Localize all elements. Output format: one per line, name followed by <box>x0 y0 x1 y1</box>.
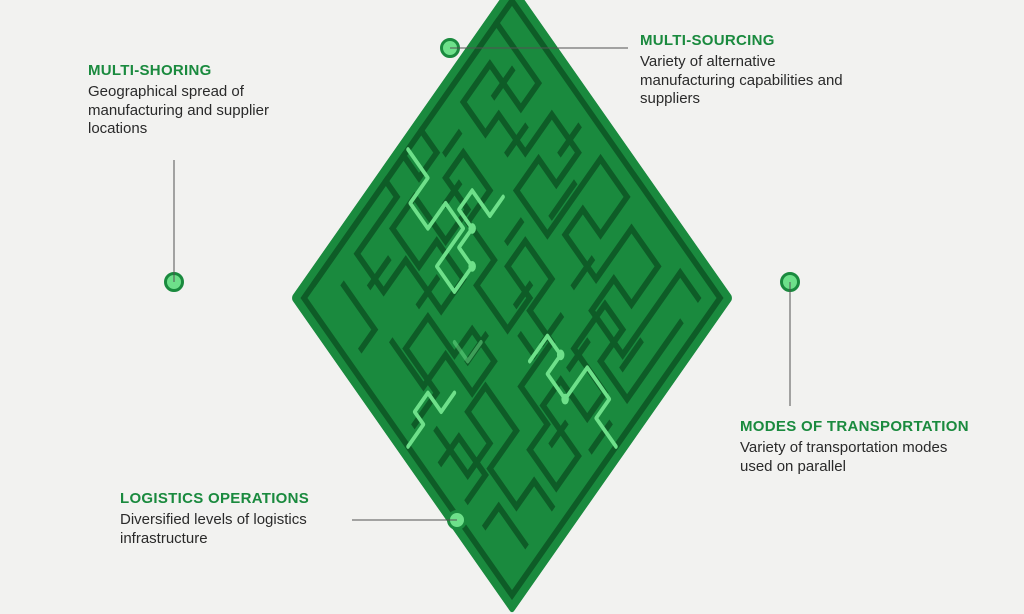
maze-diamond-container <box>322 108 702 488</box>
callout-title: LOGISTICS OPERATIONS <box>120 490 350 509</box>
node-bottom <box>447 510 467 530</box>
callout-title: MULTI-SHORING <box>88 62 298 81</box>
node-right <box>780 272 800 292</box>
callout-desc: Diversified levels of logistics infrastr… <box>120 511 350 549</box>
callout-desc: Geographical spread of manufacturing and… <box>88 83 298 139</box>
callout-desc: Variety of alternative manufacturing cap… <box>640 53 870 109</box>
callout-modes-of-transportation: MODES OF TRANSPORTATION Variety of trans… <box>740 418 970 476</box>
callout-title: MULTI-SOURCING <box>640 32 870 51</box>
node-left <box>164 272 184 292</box>
node-top <box>440 38 460 58</box>
callout-title: MODES OF TRANSPORTATION <box>740 418 970 437</box>
callout-logistics-operations: LOGISTICS OPERATIONS Diversified levels … <box>120 490 350 548</box>
callout-desc: Variety of transportation modes used on … <box>740 439 970 477</box>
callout-multi-shoring: MULTI-SHORING Geographical spread of man… <box>88 62 298 139</box>
callout-multi-sourcing: MULTI-SOURCING Variety of alternative ma… <box>640 32 870 109</box>
